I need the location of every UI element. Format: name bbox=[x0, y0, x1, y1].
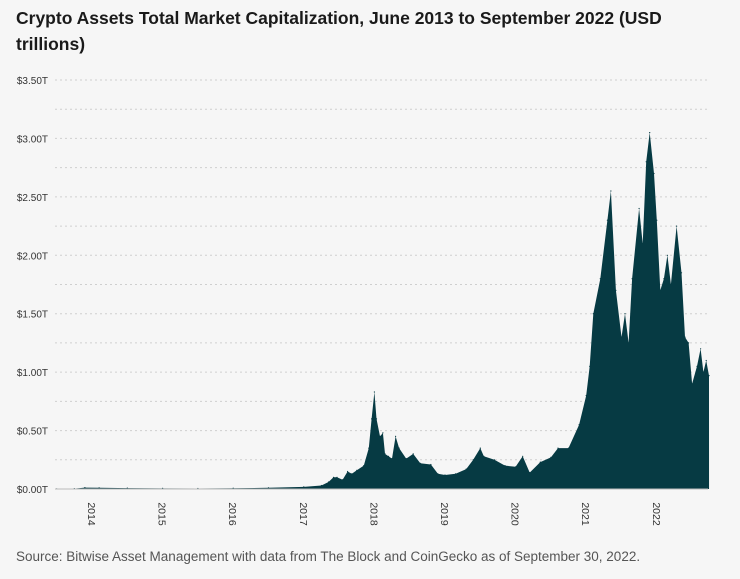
data-point bbox=[557, 447, 559, 449]
data-point bbox=[320, 484, 322, 487]
data-point bbox=[515, 466, 517, 468]
data-point bbox=[455, 473, 457, 475]
chart-title: Crypto Assets Total Market Capitalizatio… bbox=[16, 8, 662, 54]
x-tick-label: 2016 bbox=[226, 502, 238, 526]
data-point bbox=[472, 459, 474, 461]
data-point bbox=[688, 342, 690, 344]
data-point bbox=[336, 476, 338, 478]
data-point bbox=[493, 459, 495, 461]
y-tick-label: $2.50T bbox=[17, 193, 48, 204]
data-point bbox=[379, 435, 381, 437]
data-point bbox=[430, 463, 432, 466]
data-point bbox=[303, 486, 305, 488]
data-point bbox=[412, 453, 414, 455]
data-point bbox=[356, 469, 358, 471]
data-point bbox=[628, 342, 630, 344]
data-point bbox=[631, 278, 633, 280]
data-point bbox=[659, 289, 661, 291]
data-point bbox=[126, 487, 128, 489]
data-point bbox=[465, 468, 467, 470]
data-point bbox=[522, 455, 524, 457]
data-point bbox=[684, 336, 686, 338]
data-point bbox=[405, 458, 407, 460]
data-point bbox=[550, 456, 552, 458]
data-point bbox=[483, 455, 485, 457]
data-point bbox=[663, 278, 665, 280]
data-point bbox=[653, 172, 655, 175]
data-point bbox=[384, 453, 386, 455]
data-point bbox=[592, 313, 594, 315]
data-point bbox=[391, 458, 393, 460]
y-tick-label: $3.00T bbox=[17, 134, 48, 145]
data-point bbox=[539, 461, 541, 463]
data-point bbox=[368, 447, 370, 449]
data-point bbox=[342, 479, 344, 481]
y-tick-label: $1.50T bbox=[17, 310, 48, 321]
data-point bbox=[371, 418, 373, 420]
data-point bbox=[382, 432, 384, 434]
data-point bbox=[351, 473, 353, 475]
data-point bbox=[656, 219, 658, 221]
y-tick-label: $0.00T bbox=[17, 485, 48, 496]
data-point bbox=[504, 465, 506, 467]
data-point bbox=[332, 476, 335, 478]
data-point bbox=[680, 272, 683, 274]
data-point bbox=[708, 375, 710, 377]
area-series bbox=[56, 132, 710, 489]
data-point bbox=[624, 313, 626, 315]
data-point bbox=[437, 473, 439, 475]
data-point bbox=[419, 462, 421, 464]
x-tick-label: 2020 bbox=[509, 502, 521, 526]
x-tick-label: 2014 bbox=[85, 502, 97, 526]
data-point bbox=[398, 447, 400, 449]
data-point bbox=[567, 447, 570, 449]
data-point bbox=[615, 289, 617, 291]
source-note: Source: Bitwise Asset Management with da… bbox=[16, 549, 641, 564]
chart-plot: $0.00T $0.50T $1.00T $1.50T $2.00T $2.50T $3.0… bbox=[17, 76, 710, 526]
x-tick-label: 2021 bbox=[579, 502, 591, 526]
data-point bbox=[705, 359, 707, 362]
data-point bbox=[696, 365, 698, 367]
y-tick-label: $3.50T bbox=[17, 76, 48, 87]
data-point bbox=[620, 336, 623, 338]
data-point bbox=[327, 481, 330, 483]
data-point bbox=[479, 447, 481, 449]
data-point bbox=[84, 487, 86, 489]
y-tick-label: $2.00T bbox=[17, 251, 48, 262]
data-point bbox=[363, 465, 365, 467]
data-point bbox=[585, 394, 587, 397]
data-point bbox=[700, 348, 702, 350]
data-point bbox=[606, 219, 609, 221]
data-point bbox=[638, 207, 640, 210]
data-point bbox=[666, 254, 669, 256]
data-point bbox=[347, 470, 349, 473]
data-point bbox=[670, 283, 672, 286]
data-point bbox=[98, 487, 100, 489]
x-tick-label: 2018 bbox=[367, 502, 379, 526]
x-tick-label: 2022 bbox=[650, 502, 662, 526]
data-point bbox=[444, 474, 446, 476]
y-tick-label: $0.50T bbox=[17, 427, 48, 438]
data-point bbox=[589, 365, 591, 367]
y-tick-label: $1.00T bbox=[17, 368, 48, 379]
x-tick-label: 2019 bbox=[438, 502, 450, 526]
x-tick-label: 2015 bbox=[156, 502, 168, 526]
data-point bbox=[578, 424, 580, 426]
data-point bbox=[642, 243, 644, 245]
data-point bbox=[676, 225, 678, 227]
data-point bbox=[610, 190, 612, 192]
data-point bbox=[387, 455, 390, 457]
data-point bbox=[702, 371, 705, 373]
data-point bbox=[375, 418, 378, 420]
data-point bbox=[529, 472, 531, 474]
data-point bbox=[373, 391, 375, 393]
data-point bbox=[649, 132, 651, 134]
x-tick-label: 2017 bbox=[297, 502, 309, 526]
data-point bbox=[599, 278, 601, 280]
data-point bbox=[645, 161, 647, 163]
data-point bbox=[267, 487, 270, 489]
data-point bbox=[395, 435, 397, 437]
data-point bbox=[691, 383, 693, 385]
